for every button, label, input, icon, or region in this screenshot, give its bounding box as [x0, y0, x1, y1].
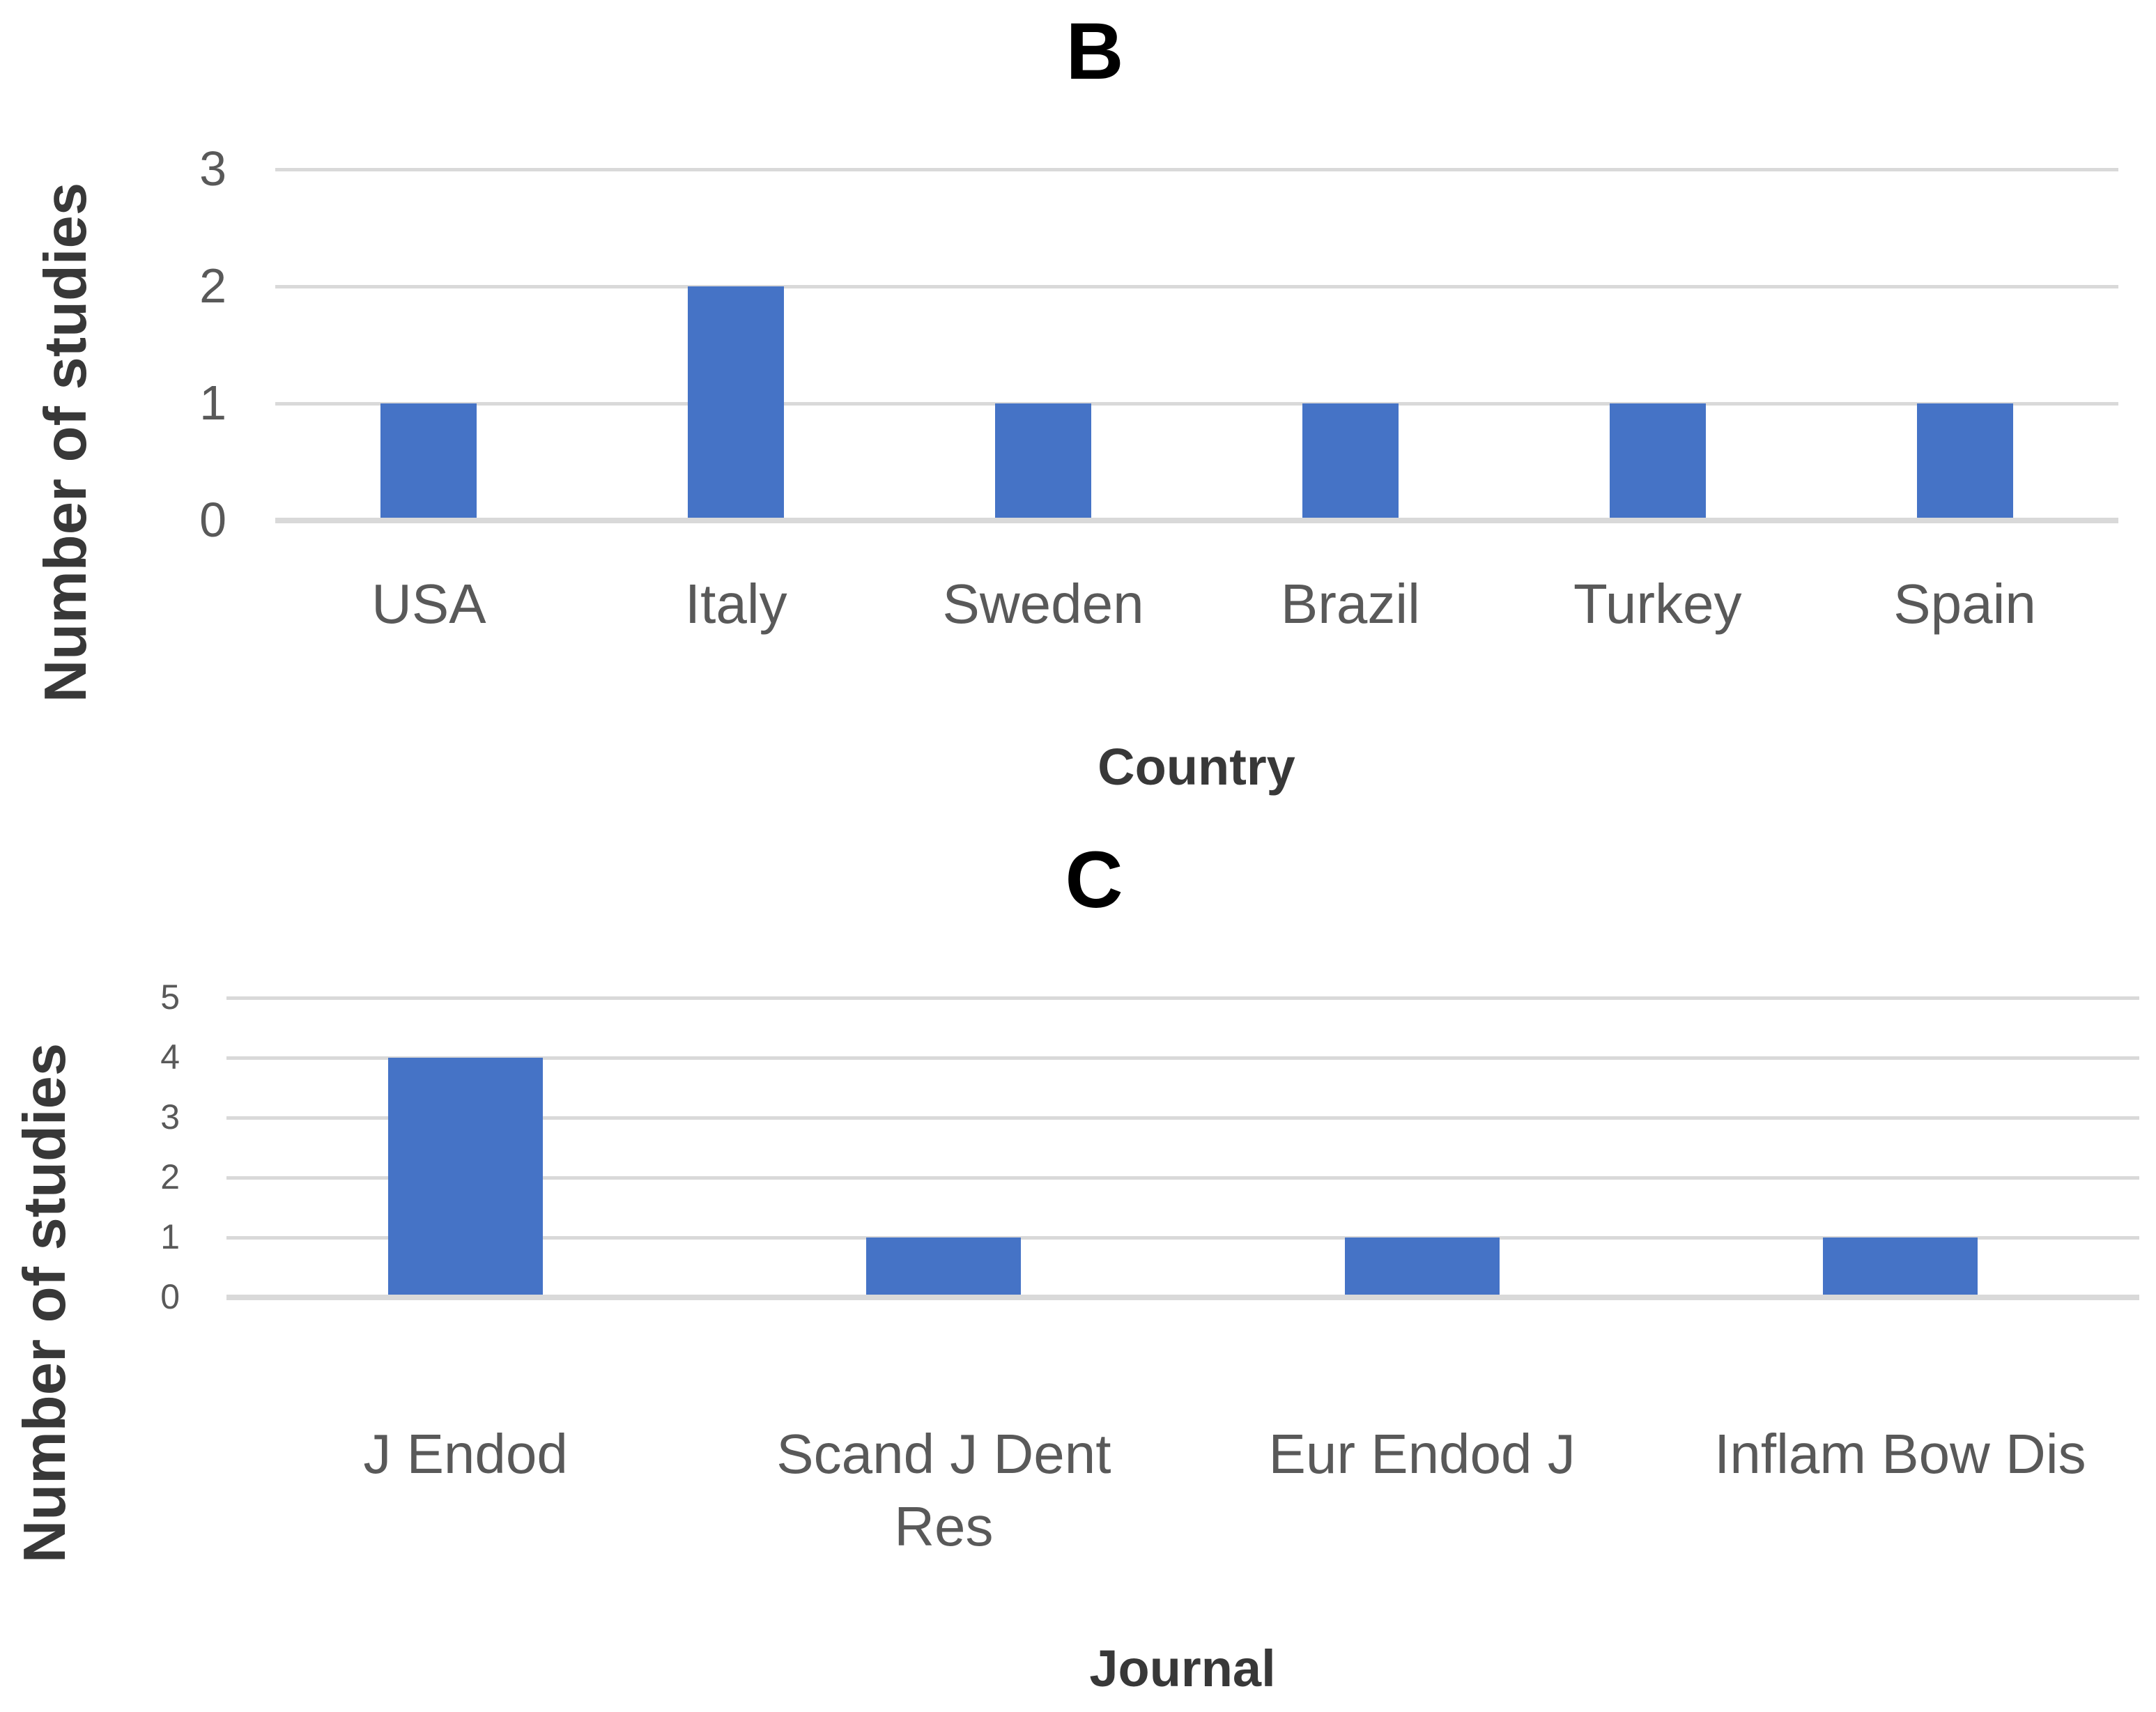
bar-eur-endod-j [1344, 1237, 1500, 1295]
bar-turkey [1609, 403, 1706, 518]
x-tick-label-brazil: Brazil [1280, 573, 1420, 635]
gridline-y4 [226, 1056, 2139, 1060]
y-tick-label-0: 0 [199, 493, 226, 548]
gridline-y1 [275, 401, 2118, 406]
panel-c-x-axis-title: Journal [1089, 1640, 1276, 1697]
bar-j-endod [388, 1058, 544, 1295]
panel-c-title: C [1065, 835, 1123, 925]
gridline-y3 [226, 1116, 2139, 1120]
x-tick-label-turkey: Turkey [1573, 573, 1742, 635]
y-tick-label-2: 2 [160, 1157, 180, 1196]
x-tick-label-usa: USA [371, 573, 486, 635]
panel-b-title: B [1065, 7, 1124, 96]
bar-usa [380, 403, 477, 518]
y-tick-label-1: 1 [199, 376, 226, 431]
x-tick-label-scand-j-dent-res: Scand J Dent Res [776, 1423, 1111, 1557]
y-tick-label-3: 3 [160, 1097, 180, 1136]
x-tick-label-sweden: Sweden [942, 573, 1144, 635]
x-tick-label-j-endod: J Endod [363, 1423, 568, 1485]
bar-sweden [995, 403, 1092, 518]
gridline-y5 [226, 996, 2139, 1000]
x-axis-line [275, 518, 2118, 523]
x-tick-label-eur-endod-j: Eur Endod J [1268, 1423, 1576, 1485]
gridline-y2 [275, 284, 2118, 288]
bar-scand-j-dent-res [866, 1237, 1022, 1295]
x-axis-line [226, 1295, 2139, 1300]
panel-b-x-axis-title: Country [1098, 738, 1295, 796]
y-tick-label-2: 2 [199, 259, 226, 314]
y-tick-label-4: 4 [160, 1038, 180, 1077]
bar-inflam-bow-dis [1822, 1237, 1978, 1295]
bar-spain [1916, 403, 2013, 518]
gridline-y3 [275, 167, 2118, 171]
y-tick-label-0: 0 [160, 1277, 180, 1316]
x-tick-label-spain: Spain [1893, 573, 2036, 635]
y-tick-label-5: 5 [160, 978, 180, 1017]
x-tick-label-italy: Italy [684, 573, 787, 635]
bar-brazil [1302, 403, 1399, 518]
y-tick-label-1: 1 [160, 1217, 180, 1256]
x-tick-label-inflam-bow-dis: Inflam Bow Dis [1714, 1423, 2086, 1485]
gridline-y2 [226, 1175, 2139, 1180]
gridline-y1 [226, 1235, 2139, 1240]
bar-italy [688, 286, 785, 518]
y-tick-label-3: 3 [199, 141, 226, 196]
